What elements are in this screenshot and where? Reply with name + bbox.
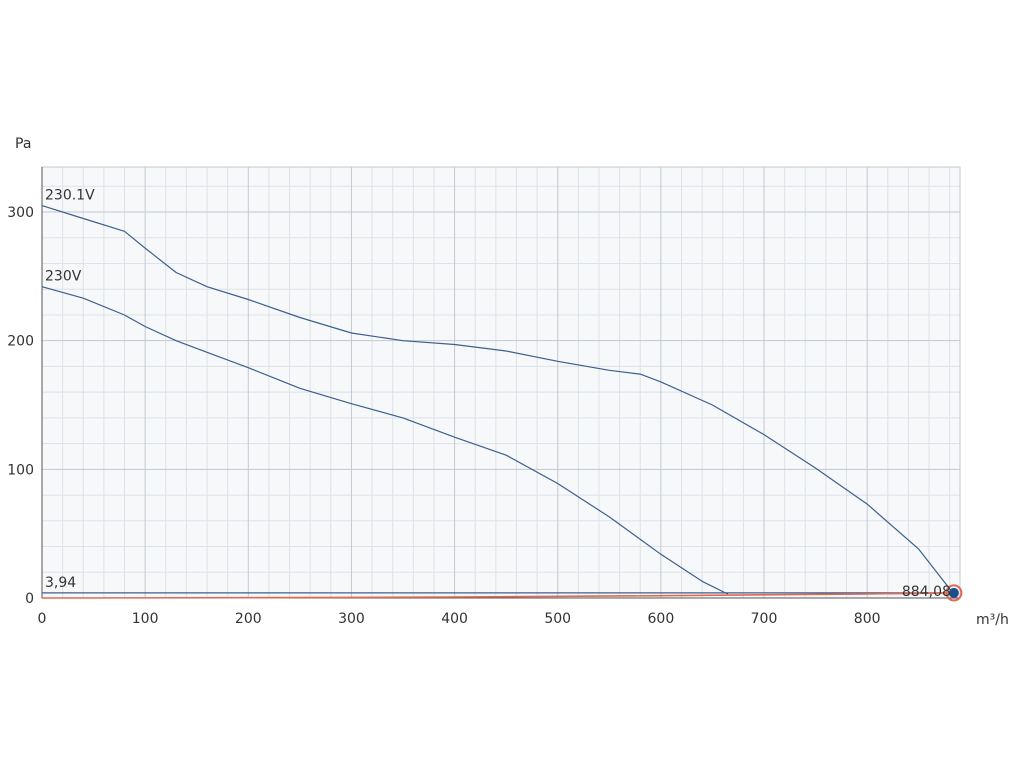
y-tick-label: 200 [7, 334, 34, 350]
x-tick-label: 500 [544, 611, 571, 627]
operating-point-ring [945, 584, 963, 602]
y-tick-label: 100 [7, 462, 34, 478]
series-label-230.1V: 230.1V [45, 188, 95, 204]
x-axis-title: m³/h [976, 612, 1009, 628]
x-tick-label: 800 [854, 611, 881, 627]
y-tick-label: 0 [25, 591, 34, 607]
x-tick-label: 300 [338, 611, 365, 627]
y-tick-label: 300 [7, 205, 34, 221]
operating-point-label: 884,08 [902, 584, 951, 600]
y-axis-title: Pa [15, 136, 31, 152]
operating-point-marker [948, 587, 959, 598]
x-tick-label: 200 [235, 611, 262, 627]
x-tick-label: 600 [648, 611, 675, 627]
plot-area [42, 167, 960, 598]
series-line-system [41, 592, 954, 599]
x-tick-label: 400 [441, 611, 468, 627]
series-label-230V: 230V [45, 269, 82, 285]
x-tick-label: 0 [38, 611, 47, 627]
series-line-230V [41, 286, 729, 595]
x-tick-label: 100 [132, 611, 159, 627]
series-line-230.1V [41, 205, 955, 595]
x-tick-label: 700 [751, 611, 778, 627]
series-label-3,94: 3,94 [45, 575, 76, 591]
